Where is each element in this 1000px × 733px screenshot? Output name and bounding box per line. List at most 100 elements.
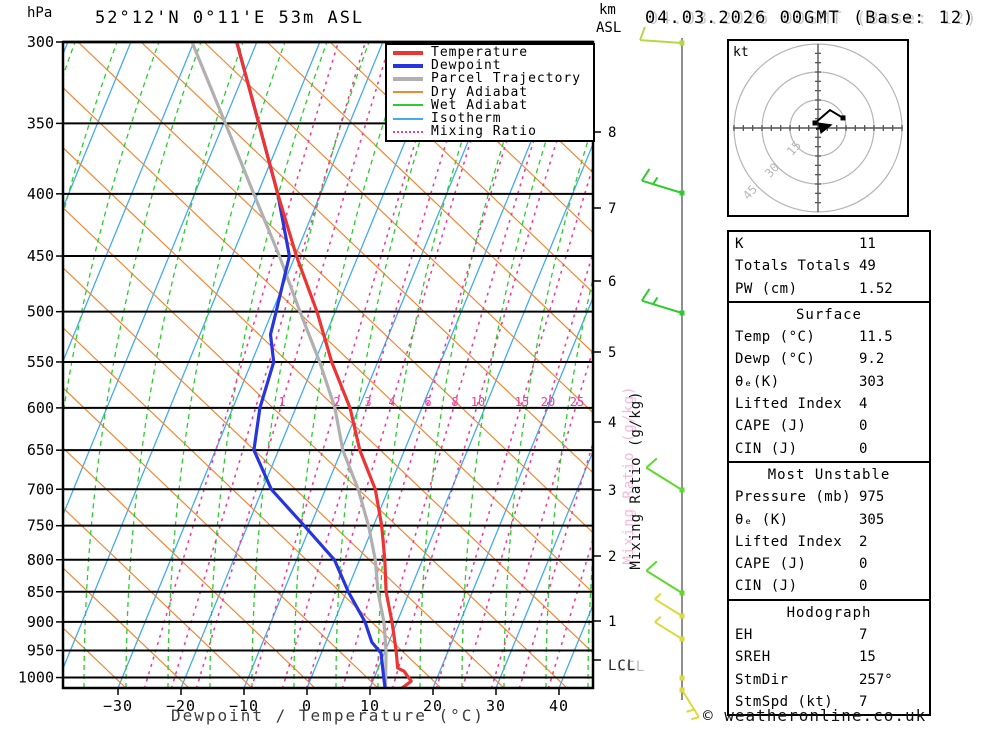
- pressure-tick-label: 900: [27, 613, 54, 631]
- wet-adiabat-lines: [63, 42, 593, 688]
- legend-item: Wet Adiabat: [387, 98, 593, 113]
- km-tick-label: 4: [608, 415, 616, 431]
- pressure-axis-unit: hPa: [27, 5, 53, 21]
- stats-row: θₑ(K) 303: [729, 371, 929, 393]
- pressure-tick-label: 550: [27, 353, 54, 371]
- legend-label: Parcel Trajectory: [431, 71, 582, 87]
- dry-adiabat-line: [266, 42, 593, 354]
- stats-row-label: PW (cm): [735, 280, 798, 297]
- wet-adiabat-line: [545, 275, 593, 688]
- mixing-ratio-value-label: 4: [388, 395, 395, 409]
- dry-adiabat-line: [392, 42, 593, 234]
- mixing-ratio-line: [195, 42, 392, 688]
- stats-row-value: 303: [859, 373, 885, 390]
- stats-row-value: 49: [859, 258, 876, 275]
- wet-adiabat-line: [461, 42, 580, 688]
- stats-row-label: CAPE (J): [735, 418, 807, 435]
- run-date-label: 04.03.2026 00GMT (Base: 12): [645, 8, 976, 28]
- stats-section-header: Hodograph: [786, 604, 872, 621]
- temp-tick-label: −10: [229, 697, 259, 715]
- legend-label: Mixing Ratio: [431, 124, 537, 140]
- stats-row-value: 0: [859, 440, 868, 457]
- dry-adiabat-line: [203, 42, 593, 414]
- pressure-tick-label: 450: [27, 247, 54, 265]
- km-tick-label: 1: [608, 614, 616, 630]
- dry-adiabat-line: [63, 206, 568, 688]
- wind-barb: [679, 675, 685, 681]
- stats-row-value: 305: [859, 511, 885, 528]
- pressure-tick-label: 750: [27, 517, 54, 535]
- stats-row-label: SREH: [735, 649, 771, 666]
- stats-row: Lifted Index 2: [729, 531, 929, 553]
- curve-parcel-trajectory: [190, 42, 388, 688]
- mixing-ratio-line: [143, 42, 340, 688]
- temp-tick-label: 10: [360, 697, 380, 715]
- wet-adiabat-line: [167, 42, 286, 688]
- hodograph-unit-label: kt: [733, 45, 749, 60]
- stats-row-label: StmSpd (kt): [735, 693, 834, 710]
- stats-row-value: 9.2: [859, 351, 885, 368]
- altitude-axis-unit-km: km: [599, 2, 616, 18]
- wind-barb: [679, 687, 700, 721]
- stats-row: Pressure (mb) 975: [729, 486, 929, 508]
- wet-adiabat-line: [209, 42, 328, 688]
- wind-barb: [654, 615, 685, 642]
- wet-adiabat-line: [125, 42, 244, 688]
- mixing-axis-label-text: Mixing Ratio (g/kg): [628, 390, 644, 569]
- copyright-watermark: weatheronline.co.uk © weatheronline.co.u…: [703, 704, 927, 725]
- stats-row: θₑ (K) 305: [729, 509, 929, 531]
- pressure-tick-label: 700: [27, 480, 54, 498]
- dry-adiabat-line: [63, 447, 316, 688]
- stats-row-value: 7: [859, 627, 868, 644]
- isotherm-line: [180, 42, 447, 688]
- dry-adiabat-line: [140, 42, 593, 474]
- stats-row: Dewp (°C) 9.2: [729, 348, 929, 370]
- stats-row-label: StmDir: [735, 671, 789, 688]
- stats-row-label: K: [735, 236, 744, 252]
- isotherm-line: [243, 42, 510, 688]
- wind-barb: [654, 592, 685, 619]
- dry-adiabat-line: [455, 42, 593, 174]
- legend-swatch-isotherm: [393, 117, 423, 120]
- x-axis-title: Dewpoint / Temperature (°C): [170, 706, 486, 725]
- mixing-ratio-value-label: 15: [515, 395, 529, 409]
- stats-row: PW (cm) 1.52: [729, 278, 929, 300]
- legend-item: Dry Adiabat: [387, 85, 593, 100]
- legend-label: Dewpoint: [431, 58, 502, 74]
- legend-swatch-dewpoint: [393, 63, 423, 68]
- copyright-text: © weatheronline.co.uk: [703, 706, 927, 725]
- stats-row: StmDir 257°: [729, 669, 929, 691]
- curve-dewpoint: [235, 42, 387, 688]
- dry-adiabat-line: [63, 387, 379, 688]
- mixing-ratio-value-label: 1: [278, 395, 285, 409]
- legend-item: Parcel Trajectory: [387, 71, 593, 87]
- legend-item: Temperature: [387, 45, 593, 60]
- dry-adiabat-line: [77, 42, 593, 534]
- stats-row-value: 0: [859, 418, 868, 435]
- mixing-ratio-labels: 1 2 3 4 6 8 10 15 20 25: [278, 395, 584, 409]
- pressure-tick-label: 800: [27, 551, 54, 569]
- wind-barb: [639, 26, 685, 46]
- km-tick-label: 6: [608, 274, 616, 290]
- legend-label: Isotherm: [431, 111, 502, 127]
- temp-tick-label: 20: [423, 697, 443, 715]
- wet-adiabat-line: [335, 42, 454, 688]
- km-tick-label: 2: [608, 549, 616, 565]
- km-tick-label: 7: [608, 201, 616, 217]
- mixing-ratio-value-label: 20: [541, 395, 555, 409]
- dry-adiabat-line: [329, 42, 593, 294]
- pressure-tick-label: 950: [27, 641, 54, 659]
- temp-tick-label: 40: [549, 697, 569, 715]
- stats-row-value: 15: [859, 649, 876, 666]
- dry-adiabat-line: [63, 146, 593, 654]
- mixing-ratio-value-label: 3: [364, 395, 371, 409]
- mixing-ratio-value-label: 10: [471, 395, 485, 409]
- wind-barb: [645, 560, 685, 596]
- stats-row-value: 7: [859, 693, 868, 710]
- stats-row-value: 257°: [859, 671, 893, 688]
- stats-row: CAPE (J) 0: [729, 415, 929, 437]
- stats-row-label: θₑ(K): [735, 373, 780, 390]
